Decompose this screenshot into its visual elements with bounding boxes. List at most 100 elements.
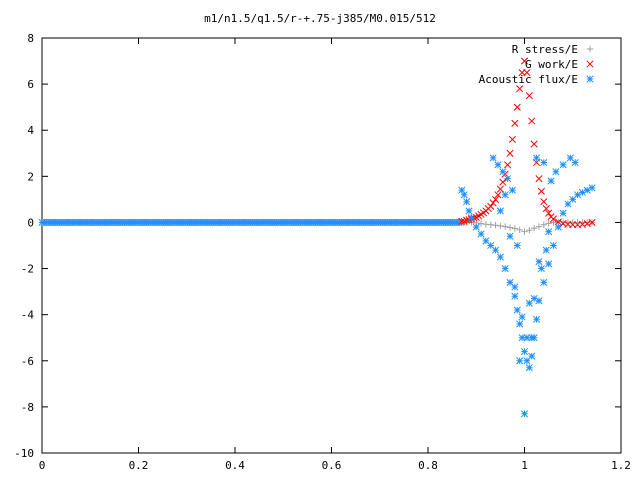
data-point (545, 260, 553, 268)
legend: R stress/E G work/E Acoustic flux/E (479, 43, 594, 86)
data-point (521, 228, 528, 235)
legend-label: Acoustic flux/E (479, 73, 578, 86)
data-point (588, 218, 596, 226)
data-point (545, 220, 552, 227)
data-point (513, 103, 521, 111)
data-point (583, 186, 591, 194)
data-point (496, 207, 504, 215)
data-point (540, 278, 548, 286)
x-tick-label: 0.4 (225, 459, 245, 472)
data-point (549, 215, 558, 223)
data-point (516, 357, 524, 365)
data-point (506, 278, 514, 286)
data-point (511, 283, 519, 291)
data-point (547, 177, 555, 185)
data-point (578, 188, 586, 197)
data-point (465, 207, 473, 215)
data-point (540, 198, 548, 206)
data-point (506, 224, 514, 231)
data-point (559, 209, 567, 217)
data-point (506, 149, 514, 157)
data-point (530, 140, 538, 148)
y-tick-label: -10 (14, 447, 34, 460)
data-point (467, 214, 475, 222)
data-point (540, 221, 547, 228)
data-point (554, 218, 562, 226)
data-point (559, 161, 567, 169)
data-point (535, 175, 543, 183)
data-point (549, 241, 558, 250)
data-point (494, 161, 502, 169)
data-point (518, 313, 526, 321)
data-point (526, 227, 533, 234)
data-point (516, 320, 524, 328)
y-tick-label: 4 (27, 124, 34, 137)
data-point (533, 154, 541, 162)
legend-label: G work/E (525, 58, 578, 71)
legend-label: R stress/E (512, 43, 578, 56)
data-point (477, 220, 485, 227)
data-point (518, 334, 526, 342)
data-point (535, 223, 543, 230)
data-point (528, 117, 536, 125)
x-tick-label: 0.8 (418, 459, 438, 472)
data-point (520, 410, 529, 418)
data-point (525, 364, 533, 372)
data-point (542, 205, 550, 213)
data-point (506, 232, 514, 240)
data-point (525, 299, 533, 307)
data-point (535, 297, 543, 305)
series-1 (458, 57, 596, 229)
data-point (499, 178, 507, 186)
data-point (542, 246, 550, 254)
data-point (504, 161, 512, 169)
data-point (564, 200, 572, 208)
data-point (497, 222, 504, 230)
legend-marker (586, 60, 594, 68)
data-point (477, 230, 485, 238)
data-point (523, 69, 531, 77)
data-point (511, 119, 519, 127)
data-point (552, 168, 560, 176)
data-point (511, 225, 519, 232)
data-point (530, 294, 538, 303)
chart-title: m1/n1.5/q1.5/r-+.75-j385/M0.015/512 (204, 12, 436, 25)
data-point (545, 228, 553, 236)
data-point (528, 352, 536, 360)
data-point (491, 195, 500, 203)
y-tick-label: 2 (27, 170, 34, 183)
data-point (491, 246, 500, 254)
y-tick-label: 6 (27, 78, 34, 91)
data-point (520, 348, 529, 356)
data-point (525, 92, 533, 100)
data-point (489, 154, 497, 162)
data-point (487, 202, 495, 210)
data-marks (38, 57, 596, 418)
data-point (472, 223, 480, 231)
data-point (502, 223, 509, 230)
data-point (574, 191, 582, 199)
y-tick-label: 8 (27, 32, 34, 45)
data-point (540, 158, 548, 167)
data-point (566, 154, 574, 162)
data-point (501, 191, 509, 199)
data-point (492, 222, 499, 229)
data-point (516, 226, 523, 234)
data-point (460, 191, 468, 199)
x-tick-label: 0.2 (129, 459, 149, 472)
data-point (482, 237, 490, 245)
legend-marker (586, 75, 594, 83)
data-point (545, 209, 553, 217)
acoustic-flux-baseline (38, 218, 465, 226)
data-point (508, 186, 516, 194)
data-point (489, 199, 497, 207)
data-point (513, 241, 521, 250)
x-tick-label: 0.6 (322, 459, 342, 472)
data-point (528, 334, 536, 342)
y-tick-label: -2 (21, 263, 34, 276)
data-point (554, 223, 562, 231)
plot-frame (41, 37, 622, 454)
data-point (533, 315, 541, 323)
data-point (537, 187, 545, 195)
